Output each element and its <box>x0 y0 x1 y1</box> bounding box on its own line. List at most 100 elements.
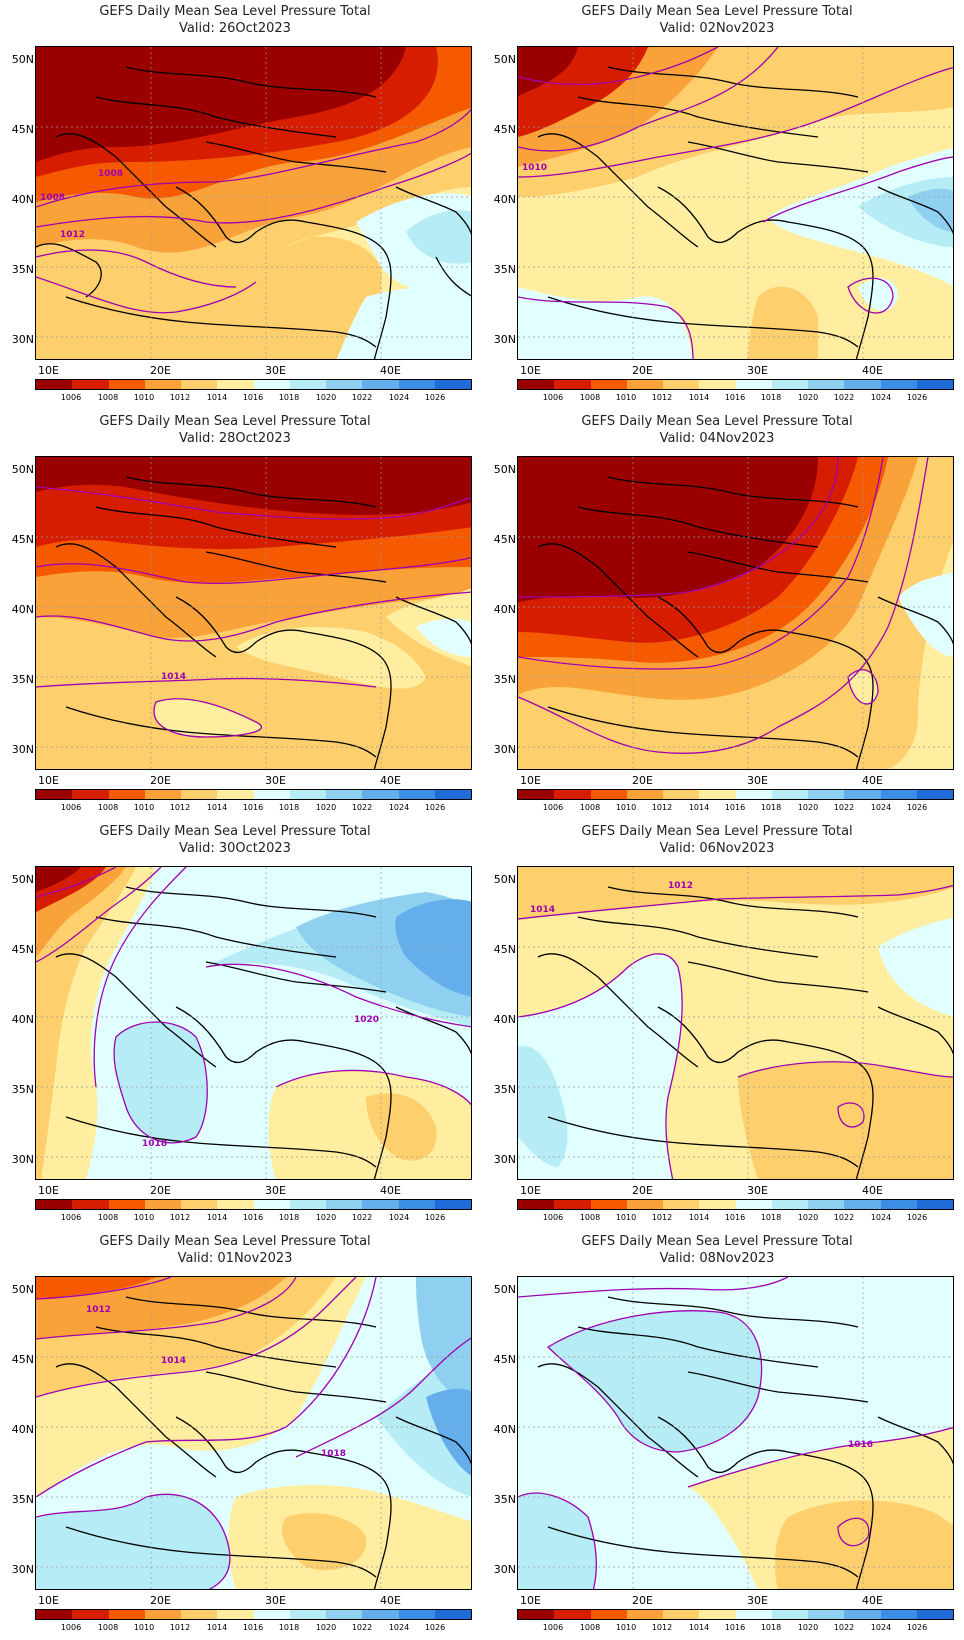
lat-label: 35N <box>11 1083 34 1096</box>
colorbar-label: 1016 <box>242 1623 264 1632</box>
colorbar-label: 1026 <box>424 1623 446 1632</box>
lat-label: 40N <box>493 193 516 206</box>
colorbar-label: 1014 <box>688 803 710 812</box>
colorbar-label: 1012 <box>651 1213 673 1222</box>
isobar-label: 1016 <box>848 1440 874 1450</box>
colorbar-label: 1020 <box>315 1623 337 1632</box>
colorbar-label: 1010 <box>615 1623 637 1632</box>
lon-label: 10E <box>520 774 541 787</box>
lat-label: 30N <box>493 333 516 346</box>
lon-label: 30E <box>265 1184 286 1197</box>
lat-label: 30N <box>493 743 516 756</box>
map-panel-28oct: GEFS Daily Mean Sea Level Pressure Total… <box>0 410 472 812</box>
lon-label: 30E <box>747 1594 768 1607</box>
lon-label: 20E <box>150 1184 171 1197</box>
lon-label: 20E <box>632 774 653 787</box>
colorbar-label: 1014 <box>688 1213 710 1222</box>
lat-label: 30N <box>11 1563 34 1576</box>
colorbar-label: 1022 <box>351 1213 373 1222</box>
colorbar-label: 1022 <box>833 1213 855 1222</box>
lat-label: 30N <box>11 743 34 756</box>
lon-label: 30E <box>265 774 286 787</box>
colorbar-label: 1022 <box>351 803 373 812</box>
lat-label: 50N <box>11 1283 34 1296</box>
colorbar-label: 1008 <box>579 803 601 812</box>
map-panel-06nov: GEFS Daily Mean Sea Level Pressure Total… <box>482 820 954 1222</box>
colorbar-label: 1026 <box>424 393 446 402</box>
colorbar-label: 1020 <box>797 1623 819 1632</box>
colorbar-label: 1008 <box>97 803 119 812</box>
colorbar-label: 1014 <box>206 393 228 402</box>
colorbar-label: 1006 <box>542 803 564 812</box>
isobar-label: 1014 <box>530 905 556 915</box>
panel-valid-date: Valid: 06Nov2023 <box>659 841 775 856</box>
colorbar-label: 1022 <box>351 393 373 402</box>
lat-label: 45N <box>493 1353 516 1366</box>
isobar-label: 1010 <box>522 163 548 173</box>
colorbar-label: 1016 <box>242 803 264 812</box>
lon-label: 20E <box>150 774 171 787</box>
colorbar-label: 1010 <box>133 1623 155 1632</box>
colorbar-label: 1026 <box>424 1213 446 1222</box>
lon-label: 20E <box>150 364 171 377</box>
lon-label: 40E <box>862 364 883 377</box>
colorbar-label: 1026 <box>906 1213 928 1222</box>
colorbar-label: 1010 <box>615 393 637 402</box>
colorbar-label: 1016 <box>242 1213 264 1222</box>
lat-label: 50N <box>11 873 34 886</box>
colorbar-label: 1022 <box>833 803 855 812</box>
colorbar-label: 1006 <box>60 393 82 402</box>
lon-label: 20E <box>632 1594 653 1607</box>
lat-label: 40N <box>11 193 34 206</box>
colorbar-label: 1006 <box>542 1213 564 1222</box>
lat-label: 30N <box>11 333 34 346</box>
panel-title: GEFS Daily Mean Sea Level Pressure Total <box>99 4 371 19</box>
colorbar-label: 1026 <box>906 393 928 402</box>
panel-title: GEFS Daily Mean Sea Level Pressure Total <box>99 414 371 429</box>
colorbar-label: 1018 <box>760 393 782 402</box>
lon-label: 30E <box>265 1594 286 1607</box>
lat-label: 35N <box>493 263 516 276</box>
lon-label: 40E <box>862 774 883 787</box>
panel-title: GEFS Daily Mean Sea Level Pressure Total <box>99 1234 371 1249</box>
colorbar-label: 1020 <box>315 1213 337 1222</box>
map-panel-08nov: GEFS Daily Mean Sea Level Pressure Total… <box>482 1230 954 1632</box>
isobar-label: 1012 <box>86 1305 112 1315</box>
colorbar-label: 1018 <box>278 1623 300 1632</box>
colorbar-label: 1018 <box>278 393 300 402</box>
colorbar-label: 1024 <box>388 393 410 402</box>
colorbar-label: 1024 <box>870 803 892 812</box>
colorbar-label: 1012 <box>651 393 673 402</box>
lon-label: 10E <box>520 1594 541 1607</box>
lat-label: 30N <box>493 1153 516 1166</box>
map-panel-01nov: GEFS Daily Mean Sea Level Pressure Total… <box>0 1230 472 1632</box>
colorbar-label: 1016 <box>724 393 746 402</box>
colorbar-label: 1014 <box>206 1213 228 1222</box>
panel-title: GEFS Daily Mean Sea Level Pressure Total <box>581 824 853 839</box>
lat-label: 50N <box>493 1283 516 1296</box>
colorbar-label: 1020 <box>315 803 337 812</box>
lat-label: 35N <box>11 1493 34 1506</box>
colorbar-label: 1008 <box>579 393 601 402</box>
panel-valid-date: Valid: 02Nov2023 <box>659 21 775 36</box>
colorbar-label: 1012 <box>169 1623 191 1632</box>
lat-label: 40N <box>11 1423 34 1436</box>
map-panel-30oct: GEFS Daily Mean Sea Level Pressure Total… <box>0 820 472 1222</box>
colorbar-label: 1010 <box>615 803 637 812</box>
map-panel-02nov: GEFS Daily Mean Sea Level Pressure Total… <box>482 0 954 402</box>
lon-label: 10E <box>38 1184 59 1197</box>
colorbar-label: 1016 <box>242 393 264 402</box>
lat-label: 35N <box>493 673 516 686</box>
panel-title: GEFS Daily Mean Sea Level Pressure Total <box>99 824 371 839</box>
colorbar <box>517 379 954 390</box>
lat-label: 45N <box>11 1353 34 1366</box>
pressure-map: 1016 <box>517 1276 954 1590</box>
colorbar-label: 1010 <box>133 393 155 402</box>
lon-label: 40E <box>380 1184 401 1197</box>
isobar-label: 1008 <box>98 169 124 179</box>
colorbar-label: 1010 <box>615 1213 637 1222</box>
lon-label: 30E <box>265 364 286 377</box>
colorbar-label: 1020 <box>797 803 819 812</box>
colorbar-label: 1012 <box>169 803 191 812</box>
colorbar-label: 1008 <box>579 1213 601 1222</box>
